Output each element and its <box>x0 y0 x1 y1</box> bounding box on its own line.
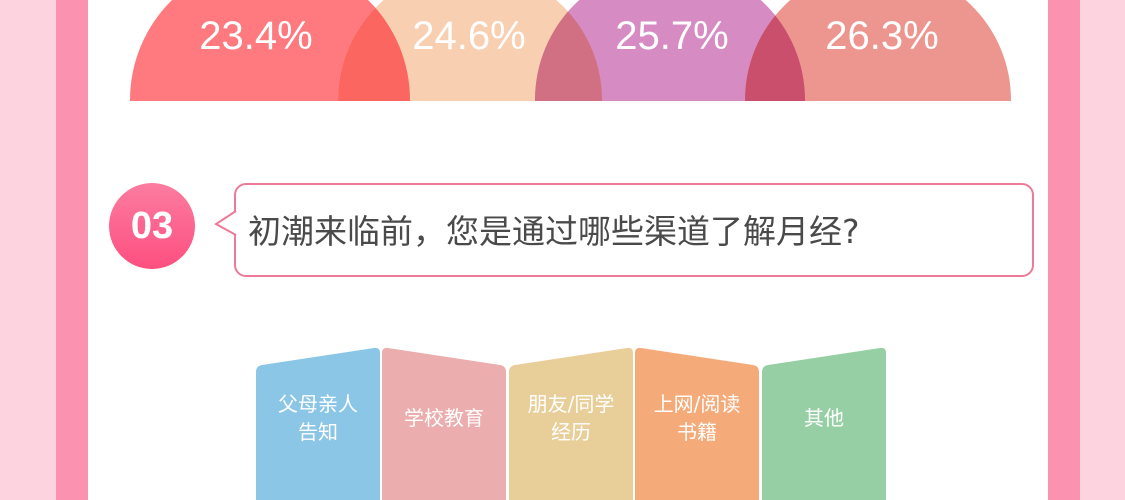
option-line: 其他 <box>804 406 844 430</box>
option-label-1: 父母亲人 告知 <box>256 390 380 446</box>
option-card-4 <box>635 347 759 500</box>
option-label-5: 其他 <box>762 404 886 432</box>
option-label-2: 学校教育 <box>382 404 506 432</box>
option-line: 告知 <box>298 420 338 444</box>
option-label-4: 上网/阅读书籍 <box>635 390 759 446</box>
percentage-4: 26.3% <box>825 14 939 58</box>
option-line: 上网/阅读 <box>653 392 741 416</box>
question-number-badge: 03 <box>109 183 195 269</box>
question-bubble <box>234 183 1034 277</box>
circle-1 <box>130 0 410 101</box>
option-line: 学校教育 <box>404 406 484 430</box>
option-card-1 <box>256 347 380 500</box>
option-line: 书籍 <box>677 420 717 444</box>
option-line: 经历 <box>551 420 591 444</box>
circle-4 <box>745 0 1011 101</box>
option-line: 父母亲人 <box>278 392 358 416</box>
bubble-tail <box>214 210 237 236</box>
option-card-5 <box>762 347 886 500</box>
circle-3 <box>535 0 805 101</box>
percentage-3: 25.7% <box>615 14 729 58</box>
option-card-3 <box>509 347 633 500</box>
left-border-band <box>56 0 88 500</box>
question-text: 初潮来临前，您是通过哪些渠道了解月经? <box>248 212 860 251</box>
option-line: 朋友/同学 <box>527 392 615 416</box>
percentage-1: 23.4% <box>199 14 313 58</box>
right-border-band <box>1048 0 1080 500</box>
percentage-2: 24.6% <box>412 14 526 58</box>
option-label-3: 朋友/同学经历 <box>509 390 633 446</box>
option-card-2 <box>382 347 506 500</box>
